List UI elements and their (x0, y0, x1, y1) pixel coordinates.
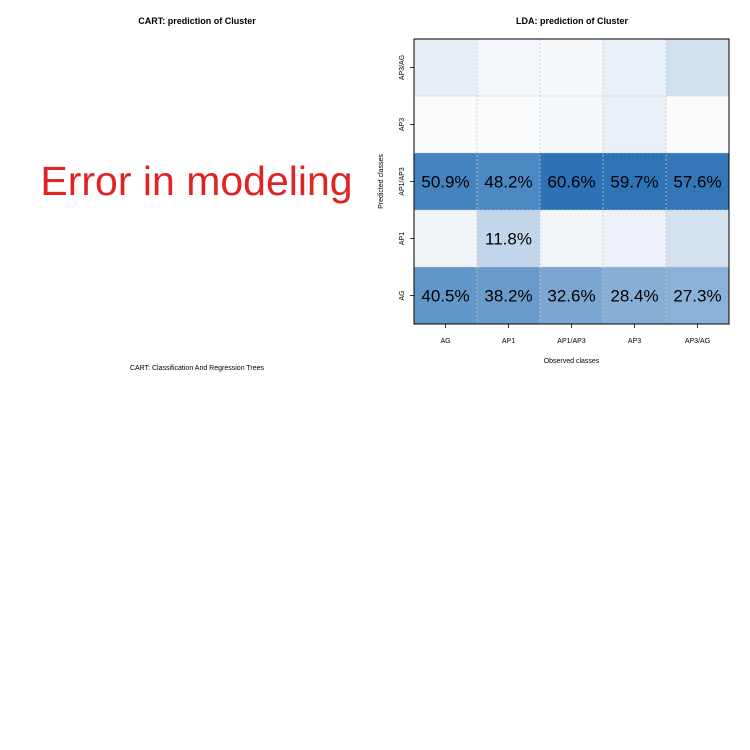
heatmap-cell-label: 38.2% (484, 287, 532, 306)
heatmap-cell-AG-AP3 (603, 267, 666, 324)
heatmap-cell-label: 32.6% (547, 287, 595, 306)
heatmap-cell-AG-AG (414, 267, 477, 324)
heatmap-cell-label: 60.6% (547, 173, 595, 192)
heatmap-cell-label: 50.9% (421, 173, 469, 192)
heatmap-cell-AG-AP1 (477, 267, 540, 324)
heatmap-cell-AG-AP1/AP3 (540, 267, 603, 324)
heatmap-cell-AP1/AP3-AP1 (477, 153, 540, 210)
heatmap-cell-AP3-AP1/AP3 (540, 96, 603, 153)
cart-error-message: Error in modeling (40, 158, 353, 204)
heatmap-cell-AP1-AP1 (477, 210, 540, 267)
y-tick-label: AP3 (399, 118, 406, 131)
x-tick-label: AP3 (628, 338, 641, 345)
y-tick-label: AP3/AG (399, 55, 406, 80)
y-tick-label: AP1/AP3 (399, 167, 406, 196)
heatmap-cell-label: 27.3% (673, 287, 721, 306)
heatmap-cell-AP1/AP3-AP1/AP3 (540, 153, 603, 210)
heatmap-cell-label: 28.4% (610, 287, 658, 306)
heatmap-cell-AP1/AP3-AP3/AG (666, 153, 729, 210)
heatmap-cell-AP3/AG-AP3/AG (666, 39, 729, 96)
heatmap-cell-AP3-AG (414, 96, 477, 153)
y-tick-label: AP1 (399, 232, 406, 245)
heatmap-cell-AP1-AP1/AP3 (540, 210, 603, 267)
heatmap-cell-AP1/AP3-AP3 (603, 153, 666, 210)
y-tick-label: AG (399, 290, 406, 300)
x-tick-label: AP1 (502, 338, 515, 345)
cart-caption: CART: Classification And Regression Tree… (129, 365, 265, 372)
heatmap-cell-label: 11.8% (485, 230, 532, 249)
heatmap-cell-AP3/AG-AP3 (603, 39, 666, 96)
heatmap-cell-AP1-AP3/AG (666, 210, 729, 267)
heatmap-cell-AP1/AP3-AG (414, 153, 477, 210)
heatmap-cell-label: 59.7% (610, 173, 658, 192)
heatmap-cell-label: 40.5% (421, 287, 469, 306)
heatmap-cell-AP3-AP1 (477, 96, 540, 153)
y-axis-label: Predicted classes (378, 154, 385, 209)
heatmap-cell-label: 57.6% (673, 173, 721, 192)
heatmap-cell-AP3/AG-AG (414, 39, 477, 96)
lda-panel-title: LDA: prediction of Cluster (516, 16, 628, 26)
heatmap-cell-AP3-AP3 (603, 96, 666, 153)
x-tick-label: AG (440, 338, 450, 345)
heatmap-cell-AP3/AG-AP1/AP3 (540, 39, 603, 96)
x-tick-label: AP3/AG (685, 338, 710, 345)
heatmap-cell-AP3/AG-AP1 (477, 39, 540, 96)
x-tick-label: AP1/AP3 (557, 338, 586, 345)
x-axis-label: Observed classes (544, 358, 600, 365)
cart-panel-title: CART: prediction of Cluster (138, 16, 256, 26)
heatmap-cell-AG-AP3/AG (666, 267, 729, 324)
heatmap-cell-AP1-AP3 (603, 210, 666, 267)
heatmap-cell-AP3-AP3/AG (666, 96, 729, 153)
heatmap-cell-AP1-AG (414, 210, 477, 267)
heatmap-cell-label: 48.2% (484, 173, 532, 192)
